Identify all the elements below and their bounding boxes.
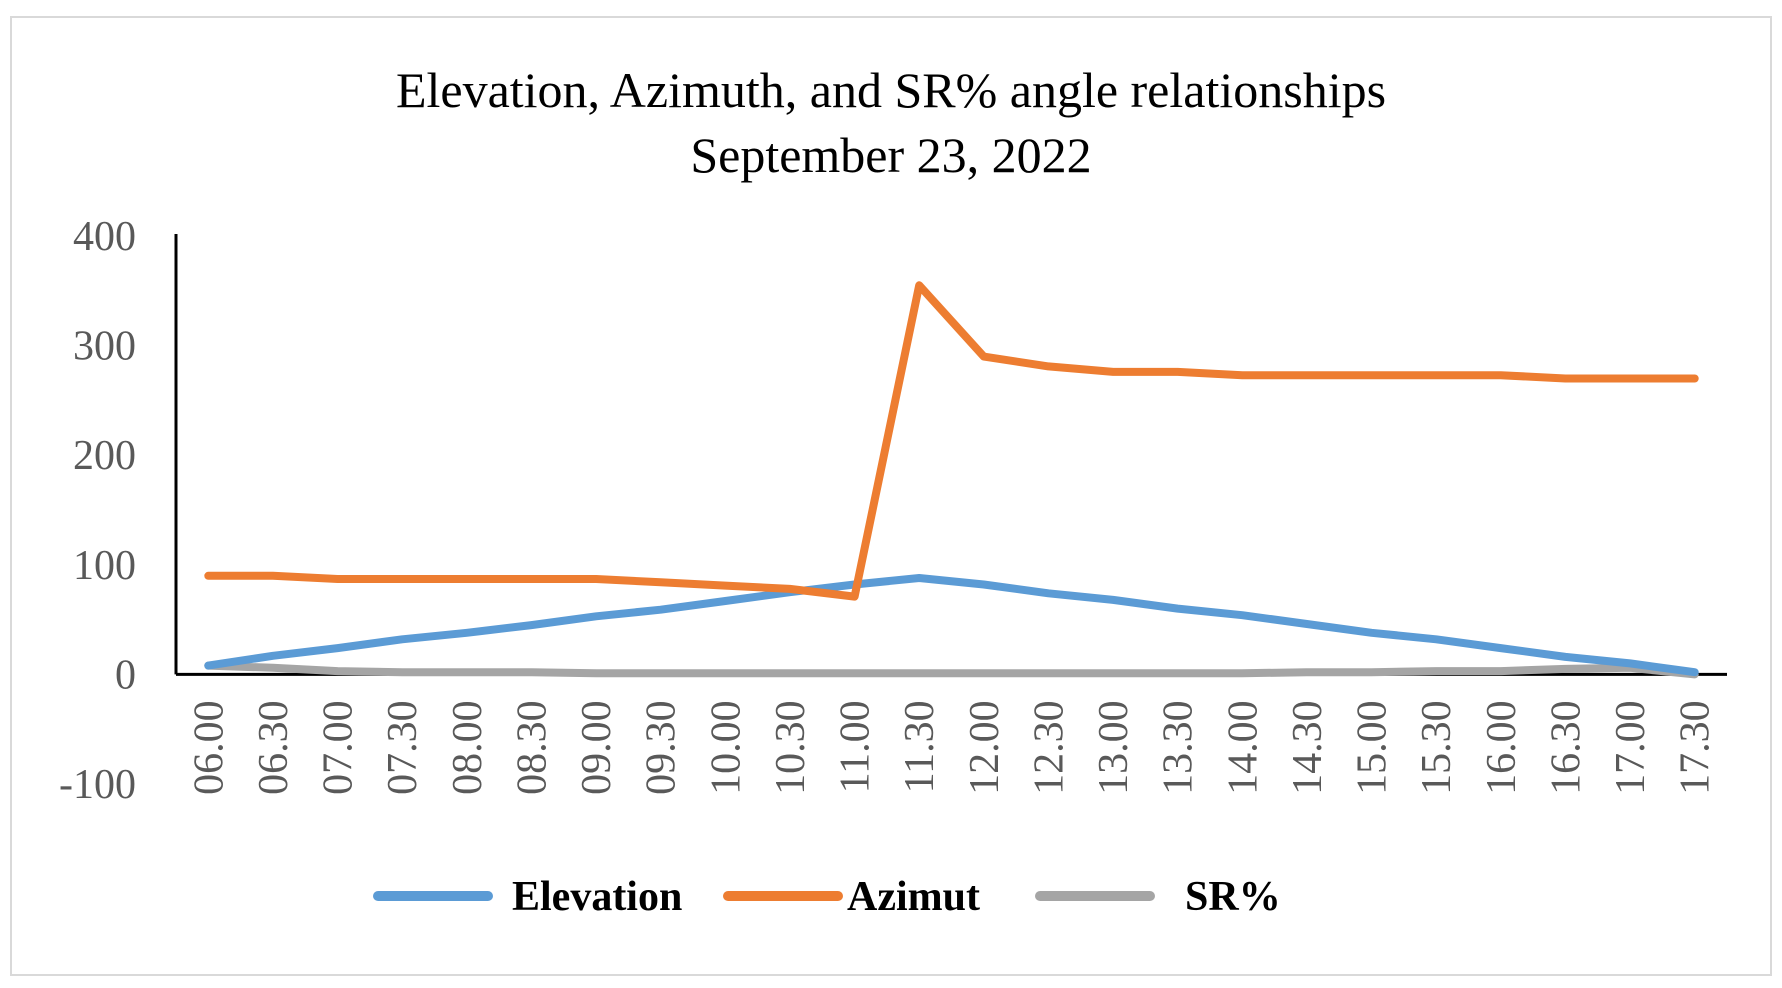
legend-label: SR% [1185,874,1281,920]
x-tick-label: 17.00 [1608,700,1654,795]
y-tick-label: 300 [73,324,136,370]
x-tick-label: 08.30 [509,700,555,795]
chart-frame [10,16,1772,976]
x-tick-label: 09.00 [574,700,620,795]
y-tick-label: 400 [73,214,136,260]
x-tick-label: 12.30 [1026,700,1072,795]
chart-subtitle: September 23, 2022 [690,127,1091,183]
y-tick-label: 100 [73,543,136,589]
series-line-elevation [204,574,1699,677]
x-tick-label: 13.30 [1156,700,1202,795]
x-tick-label: 08.00 [445,700,491,795]
chart-title: Elevation, Azimuth, and SR% angle relati… [396,62,1386,118]
y-tick-label: -100 [59,762,136,808]
x-tick-label: 06.30 [251,700,297,795]
x-tick-label: 16.00 [1479,700,1525,795]
series-layer [204,281,1699,679]
x-tick-label: 11.00 [833,700,879,793]
x-tick-label: 14.00 [1220,700,1266,795]
series-line-sr [204,661,1699,679]
y-tick-label: 200 [73,433,136,479]
legend-label: Elevation [512,874,682,920]
x-tick-label: 14.30 [1285,700,1331,795]
x-tick-label: 06.00 [186,700,232,795]
x-tick-label: 09.30 [639,700,685,795]
x-tick-label: 13.00 [1091,700,1137,795]
x-tick-label: 15.00 [1350,700,1396,795]
x-tick-label: 15.30 [1414,700,1460,795]
x-tick-label: 16.30 [1543,700,1589,795]
x-axis-tick-labels: 06.00 06.30 07.00 07.30 08.00 08.30 09.00 09.30… [186,700,1718,795]
series-line-azimut [204,281,1699,601]
y-tick-label: 0 [115,652,136,698]
x-tick-label: 07.00 [316,700,362,795]
x-tick-label: 11.30 [897,700,943,793]
x-tick-label: 12.00 [962,700,1008,795]
x-tick-label: 10.30 [768,700,814,795]
legend: Elevation Azimut SR% [373,874,1281,920]
y-axis-tick-labels: -100 0 100 200 300 400 [59,214,136,808]
x-tick-label: 07.30 [380,700,426,795]
x-tick-label: 10.00 [703,700,749,795]
x-tick-label: 17.30 [1673,700,1719,795]
legend-label: Azimut [847,874,980,920]
